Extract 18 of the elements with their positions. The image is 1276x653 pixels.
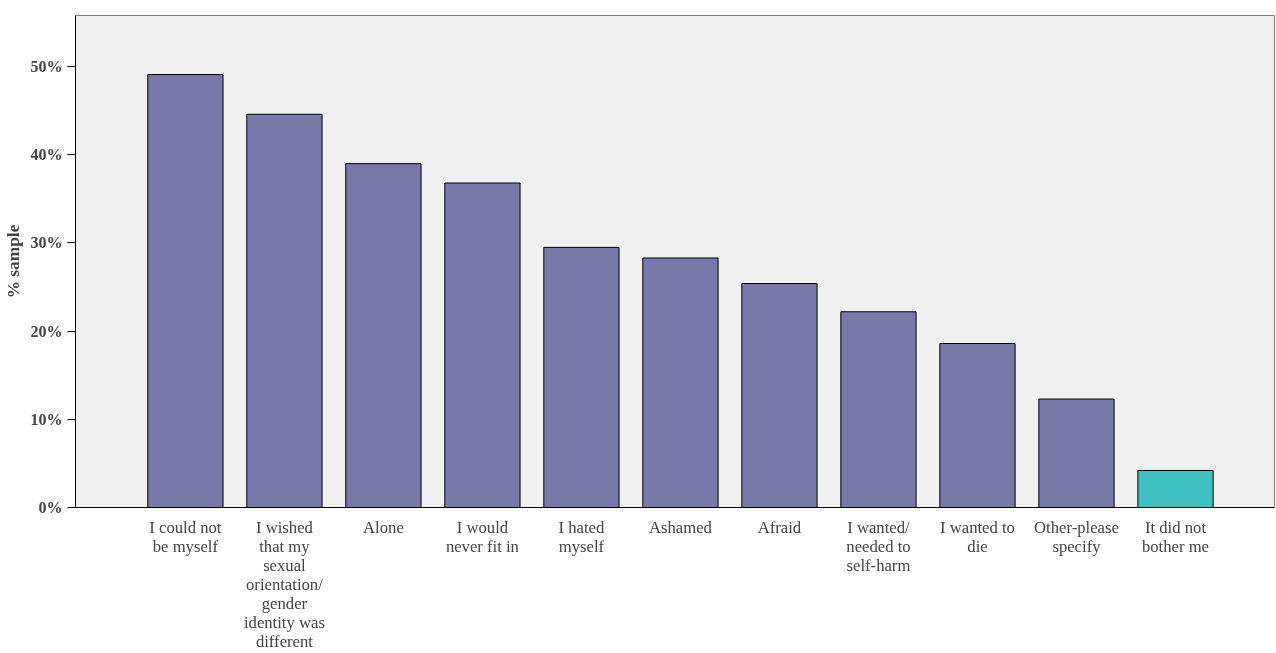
y-tick-label: 20% [30, 322, 63, 340]
y-tick-label: 0% [38, 499, 63, 516]
x-tick-label: I wished that my sexual orientation/ gender identity was different [243, 517, 325, 651]
x-tick-label: I wanted to die [940, 517, 1015, 556]
x-tick-label: I could not be myself [149, 517, 222, 556]
x-tick-label: Other-please specify [1034, 517, 1119, 556]
y-tick-label: 30% [30, 234, 63, 252]
x-tick-label: Ashamed [648, 517, 713, 537]
x-tick-label: I would never fit in [445, 517, 520, 556]
x-tick-label: Afraid [757, 517, 802, 537]
y-tick-label: 50% [30, 58, 63, 76]
y-tick-label: 10% [30, 410, 63, 428]
y-tick-label: 40% [30, 146, 63, 164]
y-axis-title: % sample [3, 224, 23, 299]
x-tick-label: I hated myself [558, 517, 605, 556]
x-tick-label: It did not bother me [1141, 517, 1210, 556]
x-tick-label: I wanted/ needed to self-harm [846, 517, 911, 575]
x-tick-label: Alone [363, 517, 404, 537]
